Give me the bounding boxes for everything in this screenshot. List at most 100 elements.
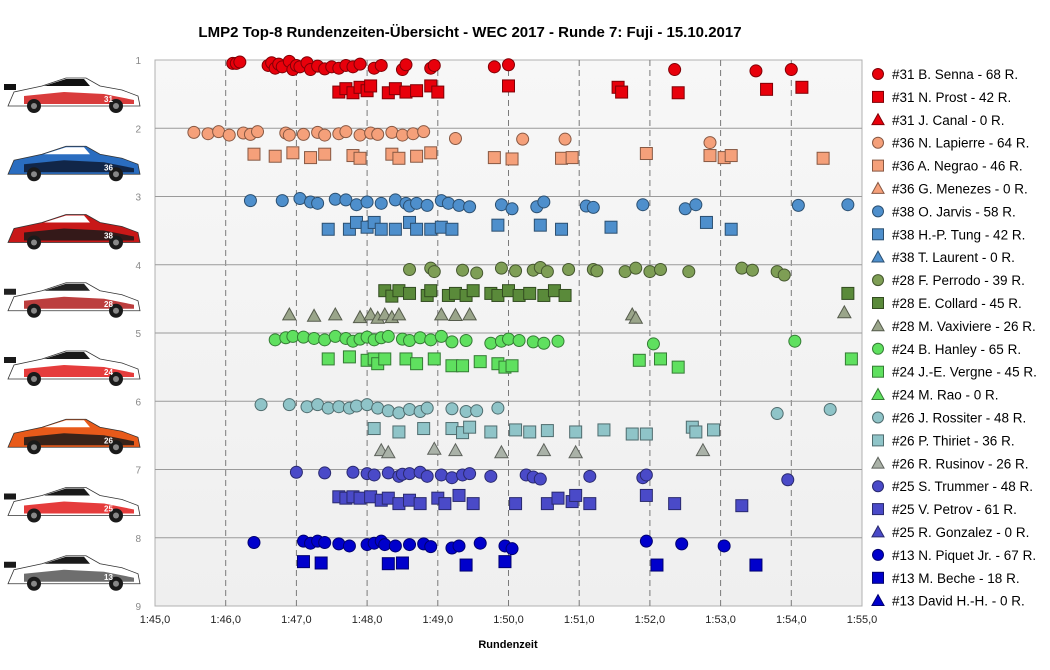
car-number: 26 [104,436,113,445]
data-point-square [392,151,406,165]
data-point-triangle [448,307,463,322]
data-point-square [318,147,332,161]
data-point-triangle [462,306,478,321]
legend-marker-triangle [871,318,885,332]
legend-entry: #36 A. Negrao - 46 R. [892,159,1023,174]
data-point-circle [448,131,462,145]
data-point-circle [841,198,855,212]
legend-entry: #13 N. Piquet Jr. - 67 R. [892,548,1036,563]
legend-marker-circle [872,480,884,493]
data-point-circle [675,537,689,551]
data-point-square [487,151,501,165]
data-point-circle [289,465,303,479]
legend-entry: #24 B. Hanley - 65 R. [892,342,1021,357]
legend-entry: #38 O. Jarvis - 58 R. [892,204,1016,219]
legend-marker-square [872,297,884,309]
data-point-square [540,424,554,438]
series-group [378,284,855,303]
data-point-circle [509,264,523,278]
data-point-circle [502,58,515,72]
data-point-circle [434,329,448,343]
x-tick-label: 1:45,0 [140,614,171,626]
car-canopy [44,215,90,223]
data-point-square [632,353,646,367]
car-number: 28 [104,300,113,309]
y-tick-label: 6 [135,397,141,408]
legend-marker-square [872,434,884,447]
data-point-circle [427,265,441,279]
data-point-circle [463,200,477,214]
car-image: 36 [4,145,141,182]
data-point-triangle [536,442,552,457]
data-point-circle [636,198,650,212]
data-point-circle [296,127,310,141]
data-point-circle [247,536,261,550]
data-point-circle [342,539,356,553]
data-point-square [388,222,402,236]
data-point-square [689,425,703,439]
data-point-square [735,499,749,513]
legend-entry: #13 M. Beche - 18 R. [892,571,1020,586]
data-point-circle [491,401,505,415]
data-point-circle [590,264,604,278]
data-point-circle [434,468,448,482]
legend-entry: #31 N. Prost - 42 R. [892,90,1011,105]
data-point-circle [417,125,431,139]
data-point-circle [374,196,388,210]
data-point-circle [296,330,310,344]
data-point-circle [668,63,682,77]
legend-marker-triangle [871,250,885,263]
x-tick-label: 1:54,0 [776,614,807,626]
data-point-circle [445,402,459,416]
data-point-circle [586,200,600,214]
car-wheel-hub [113,171,119,178]
data-point-square [565,151,579,165]
data-point-square [473,355,487,369]
data-point-circle [201,127,215,141]
data-point-circle [360,195,374,209]
data-point-square [569,425,583,439]
data-point-circle [420,198,434,212]
data-point-square [671,360,685,374]
legend-entry: #36 G. Menezes - 0 R. [892,182,1028,197]
legend-marker-circle [872,205,884,218]
data-point-square [247,147,261,161]
car-livery [24,501,134,514]
legend-marker-triangle [871,524,885,538]
data-point-circle [646,337,660,351]
data-point-circle [540,265,554,279]
data-point-square [505,152,519,166]
car-wheel-hub [31,307,37,314]
data-point-square [668,497,682,511]
data-point-circle [551,334,565,348]
car-livery [24,365,134,377]
data-point-circle [381,404,395,418]
car-wheel-hub [113,376,119,382]
car-number: 36 [104,163,113,172]
data-point-circle [682,265,696,279]
data-point-square [639,147,653,161]
legend-marker-triangle [871,593,885,607]
data-point-circle [484,469,498,483]
data-point-circle [643,265,657,279]
data-point-square [639,488,653,502]
data-point-square [417,422,431,436]
legend-marker-circle [872,136,884,149]
legend-marker-circle [872,548,884,561]
data-point-square [410,357,424,371]
data-point-circle [463,467,477,481]
data-points [187,54,858,572]
legend-marker-circle [872,274,884,287]
legend-entry: #26 R. Rusinov - 26 R. [892,456,1029,471]
data-point-square [533,218,547,232]
car-wheel-hub [31,444,37,451]
series-group [367,420,721,441]
car-wheel-hub [113,444,119,451]
car-wheel-hub [31,239,37,246]
car-wheel-hub [113,512,119,519]
series-group [268,329,802,351]
data-point-circle [562,263,576,277]
data-point-circle [445,471,459,485]
data-point-circle [403,263,417,277]
data-point-circle [487,60,501,74]
